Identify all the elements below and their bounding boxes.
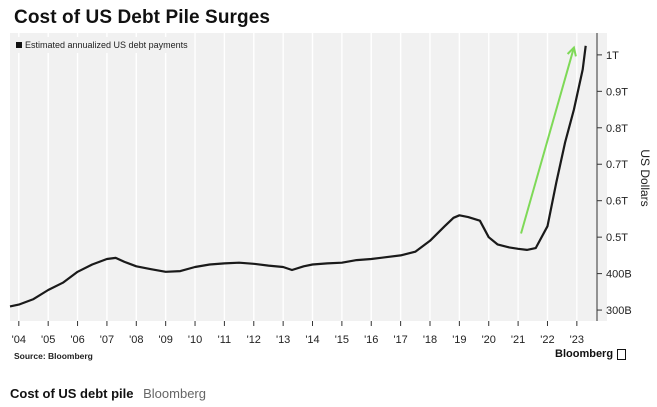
x-tick-label: '08: [129, 334, 143, 346]
series-layer: [9, 45, 587, 308]
x-tick-label: '11: [218, 334, 232, 346]
x-tick-label: '14: [305, 334, 319, 346]
x-tick-label: '07: [100, 334, 114, 346]
y-tick-label: 0.6T: [606, 196, 628, 208]
source-note: Source: Bloomberg: [14, 351, 93, 361]
y-tick-label: 300B: [606, 305, 632, 317]
plot-panel: [10, 33, 607, 321]
grid-layer: [18, 33, 578, 321]
x-tick-label: '19: [452, 334, 466, 346]
trend-arrow-head: [566, 45, 577, 57]
x-tick-label: '10: [188, 334, 202, 346]
x-tick-label: '22: [540, 334, 554, 346]
x-tick-label: '13: [276, 334, 290, 346]
arrow-layer: [520, 45, 577, 234]
x-tick-label: '23: [570, 334, 584, 346]
y-tick-label: 0.9T: [606, 86, 628, 98]
x-tick-label: '09: [158, 334, 172, 346]
chart-title: Cost of US Debt Pile Surges: [14, 7, 271, 28]
x-tick-label: '21: [511, 334, 525, 346]
brand-logo: Bloomberg: [555, 348, 627, 360]
x-tick-label: '18: [423, 334, 437, 346]
axis-layer: '04 '05 '06 '07 '08 '09 '10 '11 '12 '13 '14 '15 '16 '…: [12, 33, 632, 346]
caption-title: Cost of US debt pile: [10, 386, 134, 401]
y-axis-label: US Dollars: [638, 149, 652, 206]
brand-name: Bloomberg: [555, 348, 614, 360]
y-tick-label: 1T: [606, 50, 619, 62]
x-tick-label: '15: [335, 334, 349, 346]
x-tick-label: '06: [70, 334, 84, 346]
terminal-icon: [617, 348, 627, 360]
legend-swatch: [16, 42, 22, 48]
x-tick-label: '20: [482, 334, 496, 346]
y-tick-label: 400B: [606, 269, 632, 281]
trend-arrow-shaft: [520, 47, 575, 234]
legend: Estimated annualized US debt payments: [14, 37, 192, 53]
x-tick-label: '16: [364, 334, 378, 346]
x-tick-label: '04: [12, 334, 26, 346]
x-tick-label: '12: [247, 334, 261, 346]
y-tick-label: 0.5T: [606, 232, 628, 244]
legend-label: Estimated annualized US debt payments: [25, 40, 188, 50]
y-tick-label: 0.8T: [606, 123, 628, 135]
x-tick-label: '17: [393, 334, 407, 346]
x-tick-label: '05: [41, 334, 55, 346]
series-line: [9, 45, 587, 308]
y-tick-label: 0.7T: [606, 159, 628, 171]
caption: Cost of US debt pile Bloomberg: [10, 386, 206, 401]
caption-source: Bloomberg: [143, 386, 206, 401]
